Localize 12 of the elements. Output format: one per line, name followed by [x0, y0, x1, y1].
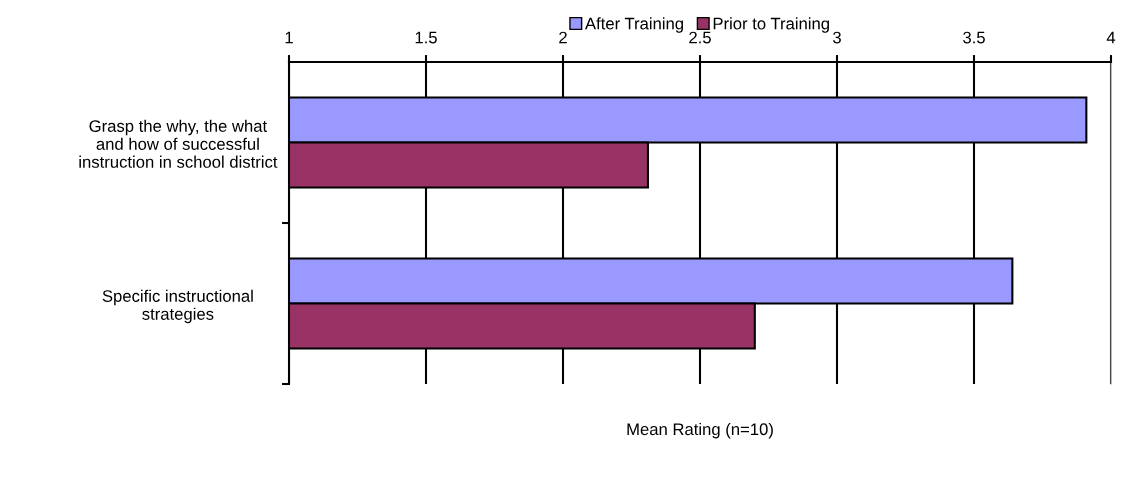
x-axis-title: Mean Rating (n=10) — [627, 422, 773, 439]
x-tick-label: 4 — [1106, 31, 1116, 44]
x-tick-label: 2.5 — [689, 31, 711, 44]
legend-label: Prior to Training — [713, 17, 829, 33]
y-tick-label: Specific instructional strategies — [102, 289, 253, 324]
x-tick-label: 3 — [833, 31, 841, 44]
x-tick-label: 1.5 — [415, 31, 437, 44]
y-tick-label: Grasp the why, the what and how of successful instruction in school district — [79, 119, 278, 168]
x-tick-label: 2 — [559, 31, 567, 44]
x-tick-label: 1 — [285, 31, 293, 44]
x-tick-label: 3.5 — [963, 31, 985, 44]
legend-label: After Training — [584, 17, 684, 33]
